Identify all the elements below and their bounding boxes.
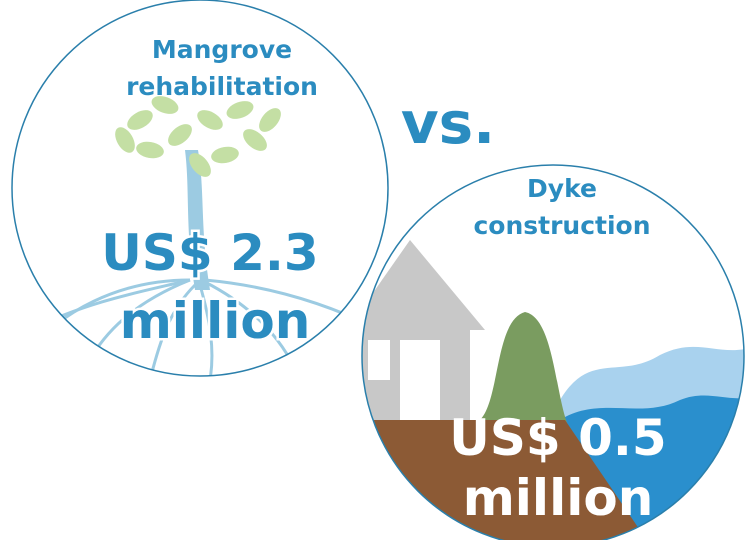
- left-title: rehabilitation: [126, 72, 318, 101]
- right-title: construction: [473, 211, 650, 240]
- left-amount: million: [120, 292, 311, 350]
- left-amount: US$ 2.3: [101, 224, 318, 282]
- door: [400, 340, 440, 420]
- right-amount: US$ 0.5: [449, 409, 666, 467]
- window: [368, 340, 390, 380]
- right-amount: million: [463, 469, 654, 527]
- infographic: Mangrove rehabilitation US$ 2.3 million …: [0, 0, 748, 540]
- separator: vs.: [401, 89, 495, 157]
- right-title: Dyke: [527, 174, 597, 203]
- left-title: Mangrove: [152, 35, 292, 64]
